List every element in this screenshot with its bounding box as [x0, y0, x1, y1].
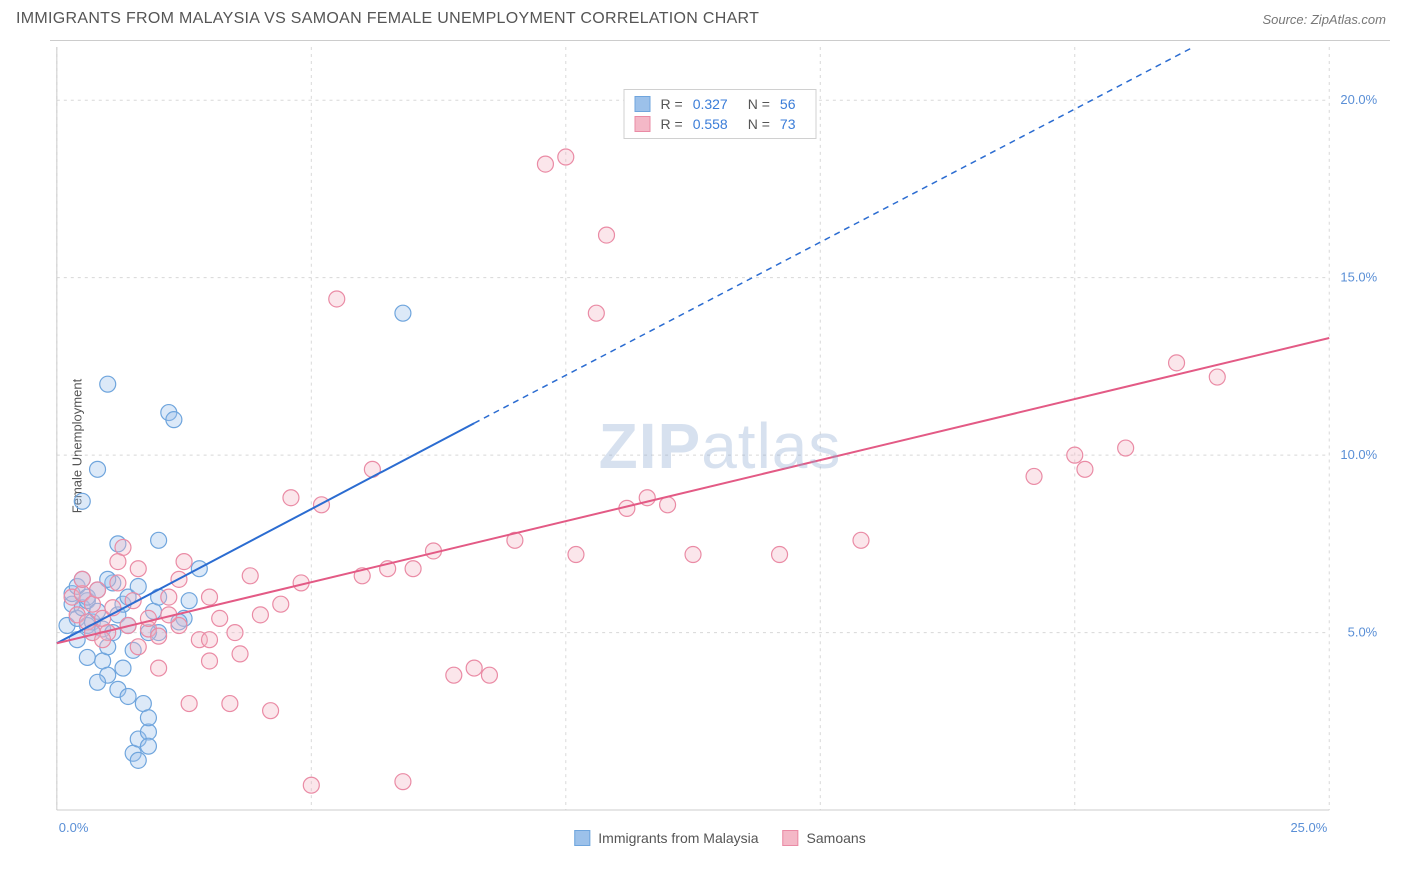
legend-row-samoans: R = 0.558 N = 73	[635, 114, 806, 134]
svg-text:0.0%: 0.0%	[59, 820, 89, 835]
scatter-plot-svg: 5.0% 10.0% 15.0% 20.0% 0.0% 25.0%	[50, 41, 1390, 850]
chart-title: IMMIGRANTS FROM MALAYSIA VS SAMOAN FEMAL…	[16, 10, 759, 28]
svg-text:20.0%: 20.0%	[1340, 92, 1377, 107]
chart-header: IMMIGRANTS FROM MALAYSIA VS SAMOAN FEMAL…	[0, 0, 1406, 34]
chart-plot-area: 5.0%10.0%15.0%20.0%0.0%25.0% ZIPatlas R …	[50, 40, 1390, 850]
swatch-icon	[635, 96, 651, 112]
swatch-icon	[783, 830, 799, 846]
swatch-icon	[635, 116, 651, 132]
chart-source: Source: ZipAtlas.com	[1262, 12, 1386, 27]
series-legend: Immigrants from Malaysia Samoans	[574, 830, 865, 846]
legend-item-samoans: Samoans	[783, 830, 866, 846]
swatch-icon	[574, 830, 590, 846]
legend-item-malaysia: Immigrants from Malaysia	[574, 830, 758, 846]
svg-text:10.0%: 10.0%	[1340, 447, 1377, 462]
svg-text:5.0%: 5.0%	[1348, 625, 1378, 640]
svg-text:15.0%: 15.0%	[1340, 270, 1377, 285]
correlation-legend: R = 0.327 N = 56 R = 0.558 N = 73	[624, 89, 817, 139]
legend-row-malaysia: R = 0.327 N = 56	[635, 94, 806, 114]
svg-text:25.0%: 25.0%	[1290, 820, 1327, 835]
